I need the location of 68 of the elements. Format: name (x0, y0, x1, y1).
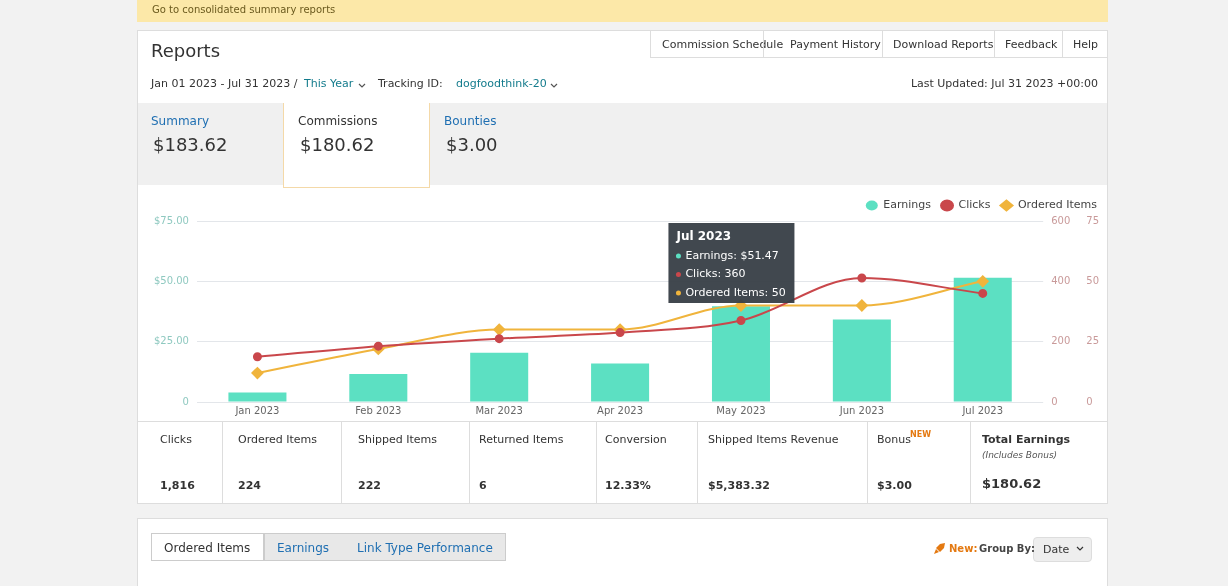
text: 222 (358, 479, 381, 493)
y2-tick-label: 400 (1051, 274, 1071, 286)
text: $180.62 (300, 134, 375, 156)
text: Ordered Items (164, 541, 251, 556)
legend-label: Ordered Items (1017, 198, 1098, 212)
text: 1,816 (160, 479, 195, 493)
text: Earnings (277, 541, 330, 556)
text: $180.62 (982, 476, 1042, 492)
text: New: (949, 543, 978, 555)
text: Shipped Items Revenue (708, 433, 839, 447)
text: $183.62 (153, 134, 228, 156)
text: Commission Schedule (662, 38, 784, 52)
legend-label: Clicks (958, 198, 991, 212)
text: Ordered Items (238, 433, 318, 447)
text: NEW (910, 430, 931, 439)
annotation: Ordered Items: 50 (685, 285, 786, 299)
text: Tracking ID: (378, 77, 443, 91)
y2-tick-label: 200 (1051, 335, 1071, 347)
text: Reports (151, 40, 221, 62)
text: Total Earnings (982, 433, 1071, 447)
y3-tick-label: 0 (1086, 395, 1093, 407)
text: Link Type Performance (357, 541, 493, 556)
text: Summary (151, 114, 209, 129)
text: Help (1073, 38, 1099, 52)
text: Shipped Items (358, 433, 437, 447)
y-tick-label: $25.00 (153, 335, 189, 347)
x-tick-label: Apr 2023 (597, 404, 644, 416)
text: Commissions (298, 114, 378, 129)
text: Returned Items (479, 433, 564, 447)
text: Feedback (1005, 38, 1058, 52)
y-tick-label: $75.00 (153, 214, 189, 226)
x-tick-label: May 2023 (716, 404, 766, 416)
text: Jan 01 2023 - Jul 31 2023 / (151, 77, 298, 91)
y-tick-label: 0 (182, 395, 189, 407)
x-tick-label: Mar 2023 (475, 404, 523, 416)
text: Date (1043, 543, 1070, 557)
text: (Includes Bonus) (982, 450, 1058, 461)
text: dogfoodthink-20 (456, 77, 547, 91)
text: Payment History (790, 38, 881, 52)
y-tick-label: $50.00 (153, 274, 189, 286)
text: Go to consolidated summary reports (152, 4, 336, 16)
text: $5,383.32 (708, 479, 770, 493)
text: Download Reports (893, 38, 994, 52)
x-tick-label: Jun 2023 (838, 404, 884, 416)
text: Last Updated: Jul 31 2023 +00:00 (910, 77, 1098, 91)
y2-tick-label: 600 (1051, 214, 1071, 226)
x-tick-label: Jan 2023 (234, 404, 280, 416)
text: Conversion (605, 433, 667, 447)
text: $3.00 (446, 134, 498, 156)
text: Group By: (979, 543, 1035, 555)
y3-tick-label: 25 (1086, 335, 1100, 347)
annotation: Clicks: 360 (685, 267, 746, 281)
y3-tick-label: 50 (1086, 274, 1100, 286)
text: $3.00 (877, 479, 912, 493)
annotation: Jul 2023 (675, 229, 732, 244)
x-tick-label: Jul 2023 (961, 404, 1004, 416)
x-tick-label: Feb 2023 (355, 404, 402, 416)
text: Clicks (160, 433, 192, 447)
text: 12.33% (605, 479, 651, 493)
annotation: Earnings: $51.47 (685, 248, 779, 262)
text: This Year (304, 77, 354, 91)
y3-tick-label: 75 (1086, 214, 1100, 226)
text: Bounties (444, 114, 497, 129)
text: Bonus (877, 433, 911, 447)
text: 224 (238, 479, 261, 493)
legend-label: Earnings (883, 198, 932, 212)
y2-tick-label: 0 (1051, 395, 1058, 407)
text: 6 (479, 479, 487, 493)
